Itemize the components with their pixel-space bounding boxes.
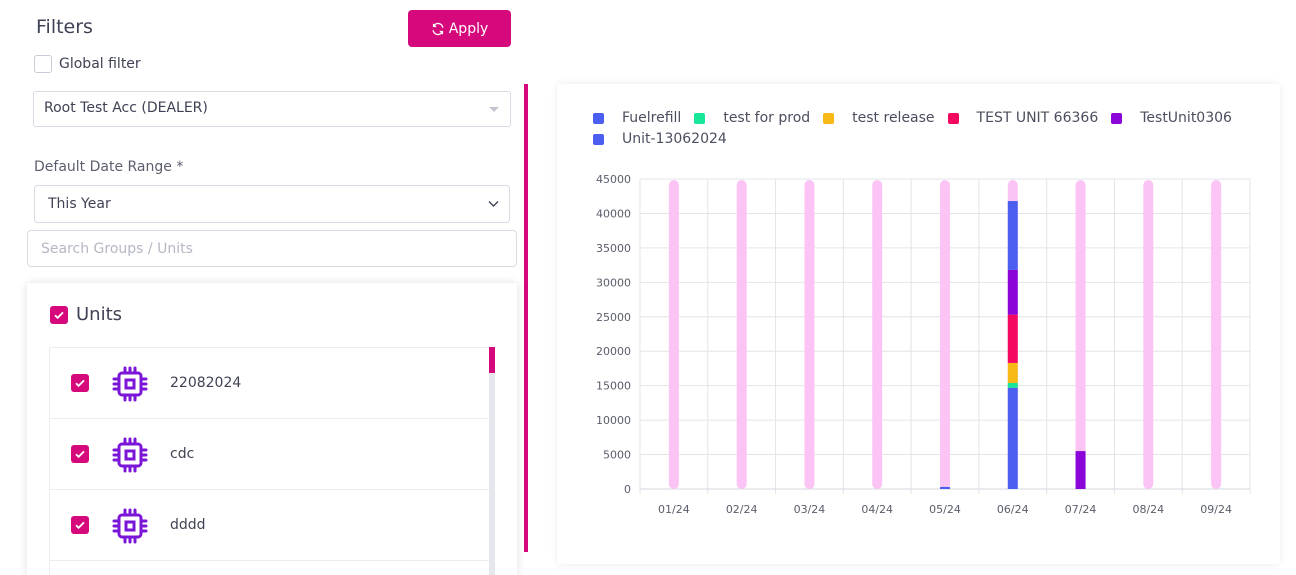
units-panel: Units 22082024 cdc xyxy=(27,283,517,575)
date-range-value: This Year xyxy=(48,196,111,212)
legend-item[interactable]: TestUnit0306 xyxy=(1111,110,1232,126)
bar-background xyxy=(668,180,679,489)
chip-icon xyxy=(112,437,148,473)
unit-name: cdc xyxy=(170,446,195,462)
units-scrollbar-thumb[interactable] xyxy=(489,347,495,373)
legend-item[interactable]: test for prod xyxy=(694,110,810,126)
date-range-select[interactable]: This Year xyxy=(34,185,510,223)
chart-plot: 45000 40000 35000 30000 25000 20000 15000 10000… xyxy=(596,173,1251,516)
check-icon xyxy=(75,450,85,459)
legend-label: Fuelrefill xyxy=(622,110,682,126)
list-item[interactable]: dddd xyxy=(50,490,489,561)
y-tick-label: 10000 xyxy=(596,414,631,427)
y-tick-label: 0 xyxy=(624,483,631,496)
bar-background xyxy=(940,180,950,489)
unit-checkbox[interactable] xyxy=(71,516,89,534)
bar-background xyxy=(1075,180,1086,489)
bar-segment xyxy=(1007,362,1018,383)
global-filter-checkbox[interactable] xyxy=(34,55,52,73)
bar-background xyxy=(872,180,883,489)
x-tick-label: 04/24 xyxy=(861,503,893,516)
units-select-all-checkbox[interactable] xyxy=(50,305,68,324)
refresh-icon xyxy=(432,22,444,35)
date-range-label: Default Date Range * xyxy=(34,159,184,175)
legend-item[interactable]: Unit-13062024 xyxy=(593,131,727,147)
y-tick-label: 45000 xyxy=(596,173,631,186)
caret-down-icon xyxy=(489,107,499,112)
chip-icon xyxy=(112,366,148,402)
units-header-label: Units xyxy=(76,304,123,325)
bar-background xyxy=(1143,180,1154,489)
bar-segment xyxy=(1007,201,1018,270)
list-item[interactable]: cdc xyxy=(50,419,489,490)
legend-swatch xyxy=(694,112,706,124)
legend-item[interactable]: TEST UNIT 66366 xyxy=(947,110,1099,126)
bar-segment xyxy=(1075,451,1086,489)
legend-swatch xyxy=(823,112,835,124)
units-scrollbar[interactable] xyxy=(489,347,495,575)
x-tick-label: 06/24 xyxy=(997,503,1029,516)
y-tick-label: 5000 xyxy=(603,449,631,462)
bar-background xyxy=(804,180,815,489)
list-item[interactable]: 22082024 xyxy=(50,348,489,419)
apply-button[interactable]: Apply xyxy=(408,10,511,47)
bar-segment xyxy=(1007,382,1018,388)
y-tick-label: 30000 xyxy=(596,276,631,289)
legend-swatch xyxy=(947,112,959,124)
account-select-value: Root Test Acc (DEALER) xyxy=(44,100,208,116)
x-tick-label: 07/24 xyxy=(1065,503,1097,516)
check-icon xyxy=(75,379,85,388)
units-header: Units xyxy=(50,304,122,325)
x-tick-label: 01/24 xyxy=(658,503,690,516)
y-tick-label: 35000 xyxy=(596,242,631,255)
search-input[interactable] xyxy=(27,230,517,267)
unit-checkbox[interactable] xyxy=(71,374,89,392)
check-icon xyxy=(75,521,85,530)
x-tick-label: 08/24 xyxy=(1132,503,1164,516)
chart-panel: Fuelrefill test for prod test release TEST … xyxy=(557,84,1280,564)
legend-label: test release xyxy=(852,110,935,126)
chip-icon xyxy=(112,508,148,544)
legend-swatch xyxy=(1111,112,1123,124)
x-tick-label: 09/24 xyxy=(1200,503,1232,516)
bar-background xyxy=(736,180,747,489)
global-filter-label: Global filter xyxy=(59,56,141,72)
y-tick-label: 40000 xyxy=(596,207,631,220)
legend-item[interactable]: test release xyxy=(823,110,935,126)
y-tick-label: 25000 xyxy=(596,311,631,324)
x-tick-label: 03/24 xyxy=(794,503,826,516)
unit-name: dddd xyxy=(170,517,206,533)
legend-label: TEST UNIT 66366 xyxy=(976,110,1099,126)
unit-checkbox[interactable] xyxy=(71,445,89,463)
bar-segment xyxy=(1007,314,1018,363)
x-tick-label: 02/24 xyxy=(726,503,758,516)
panel-divider xyxy=(524,84,528,552)
legend-item[interactable]: Fuelrefill xyxy=(593,110,681,126)
bar-background xyxy=(1211,180,1222,489)
chart-legend: Fuelrefill test for prod test release TEST … xyxy=(593,110,1253,147)
account-select[interactable]: Root Test Acc (DEALER) xyxy=(33,91,511,127)
unit-name: 22082024 xyxy=(170,375,242,391)
bar-segment xyxy=(1007,387,1018,489)
chevron-down-icon xyxy=(488,201,499,207)
bar-segment xyxy=(1007,269,1018,315)
legend-label: TestUnit0306 xyxy=(1140,110,1232,126)
legend-swatch xyxy=(593,133,604,145)
filters-title: Filters xyxy=(36,16,93,38)
units-list: 22082024 cdc dddd xyxy=(49,347,489,575)
legend-label: Unit-13062024 xyxy=(622,131,727,147)
check-icon xyxy=(54,311,64,319)
x-tick-label: 05/24 xyxy=(929,503,961,516)
bar-segment xyxy=(940,486,950,489)
global-filter[interactable]: Global filter xyxy=(34,55,141,73)
legend-swatch xyxy=(593,112,604,124)
legend-label: test for prod xyxy=(723,110,811,126)
y-tick-label: 20000 xyxy=(596,345,631,358)
apply-button-label: Apply xyxy=(448,20,489,37)
y-tick-label: 15000 xyxy=(596,380,631,393)
